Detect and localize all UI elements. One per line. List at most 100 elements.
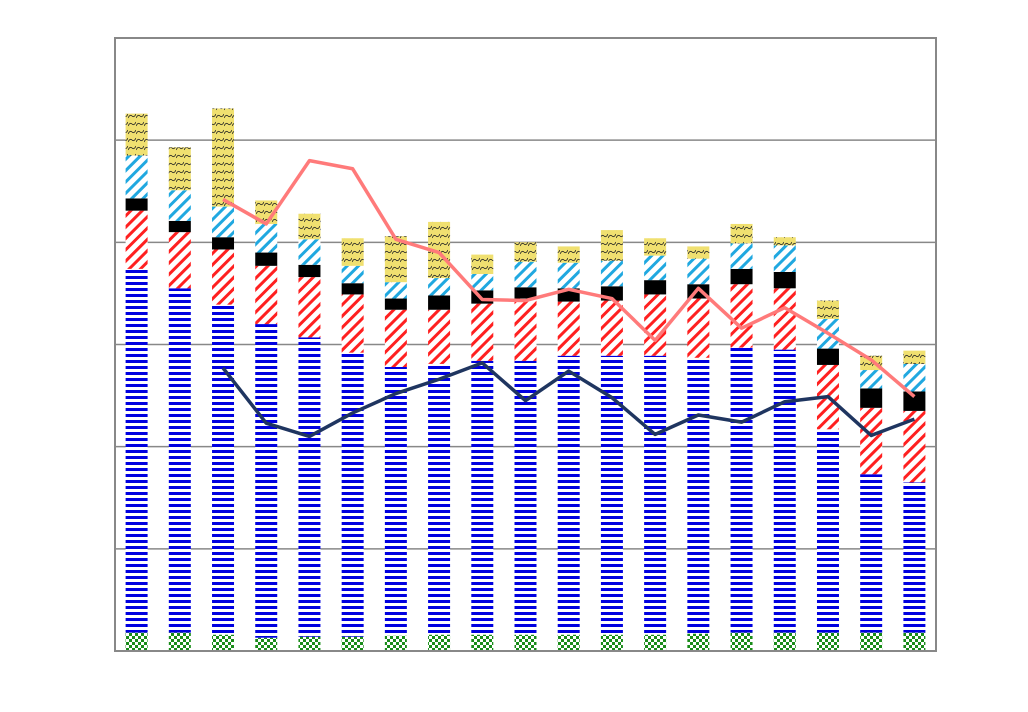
bar-segment [687,357,710,634]
line-series [221,361,916,439]
bar-segment [687,298,710,358]
bar-segment [644,238,667,256]
bar-segment [644,355,667,635]
bar-segment [341,265,364,284]
bar-segment [168,632,191,651]
bar-segment [730,632,753,651]
bar-segment [298,239,321,265]
bar-segment [644,634,667,651]
bar-segment [903,632,926,651]
bar-segment [557,634,580,651]
bar-segment [255,324,278,638]
bar-segment [298,337,321,637]
bar-segment [125,198,148,211]
bar-segment [860,407,883,475]
bar-segment [687,633,710,651]
bar-segment [255,265,278,325]
bar-segment [644,294,667,356]
bar-segment [600,260,623,287]
bar-segment [514,298,537,361]
bar-segment [212,634,235,651]
bar-segment [730,347,753,633]
bar-segment [773,271,796,289]
bar-segment [860,474,883,633]
bar-segment [168,232,191,289]
bar-segment [644,280,667,295]
bar-segment [557,246,580,263]
bar-segment [125,210,148,269]
bar-segment [471,274,494,291]
bar-segment [212,108,235,207]
bar-segment [816,300,839,319]
bar-segment [471,303,494,361]
bar-segment [687,246,710,259]
bar-segment [730,243,753,269]
bar-segment [384,282,407,299]
bar-segment [428,295,451,310]
bar-segment [514,261,537,288]
bar-segment [384,635,407,651]
bar-segment [773,288,796,350]
bar-segment [903,410,926,483]
bar-segment [471,360,494,635]
bar-segment [730,223,753,244]
bar-segment [168,220,191,233]
bar-segment [773,245,796,272]
bar-segment [600,355,623,635]
bar-segment [860,632,883,651]
bar-segment [514,360,537,635]
bar-segment [384,236,407,283]
bar-segment [600,300,623,356]
bar-segment [816,429,839,633]
bar-segment [816,632,839,651]
bar-segment [125,268,148,633]
bar-segment [514,634,537,651]
bar-segment [730,268,753,285]
bar-segment [773,349,796,633]
bar-segment [557,262,580,289]
bar-segment [212,249,235,305]
bar-segment [600,230,623,261]
bar-segment [773,632,796,651]
bar-segment [514,242,537,262]
bar-segment [341,294,364,353]
bar-segment [384,366,407,636]
bar-segment [384,309,407,367]
bar-segment [341,283,364,295]
bar-segment [341,352,364,637]
bar-segment [125,632,148,651]
bar-segment [298,264,321,278]
bar-segment [644,255,667,281]
bar-segment [428,634,451,651]
bar-segment [212,304,235,635]
bar-segment [298,213,321,240]
bar-segment [471,254,494,275]
bar-segment [687,258,710,285]
bar-segment [860,388,883,408]
bar-segment [816,348,839,365]
bar-segment [903,350,926,364]
bar-segment [428,363,451,635]
bar-segment [212,237,235,250]
bar-segment [341,238,364,266]
bar-segment [903,391,926,411]
bar-segment [773,237,796,246]
bar-segment [298,277,321,338]
bar-segment [557,301,580,356]
bar-segment [903,363,926,392]
bar-segment [903,482,926,633]
bar-segment [298,636,321,651]
bar-segment [255,637,278,651]
bar-segment [428,278,451,296]
bar-segment [125,113,148,156]
bar-segment [125,155,148,199]
bar-segment [428,309,451,364]
plot-frame [114,37,937,652]
bar-segment [168,288,191,633]
bar-segment [428,221,451,279]
bar-segment [514,287,537,299]
bar-segment [384,298,407,310]
bar-segment [471,634,494,651]
bar-segment [730,284,753,348]
